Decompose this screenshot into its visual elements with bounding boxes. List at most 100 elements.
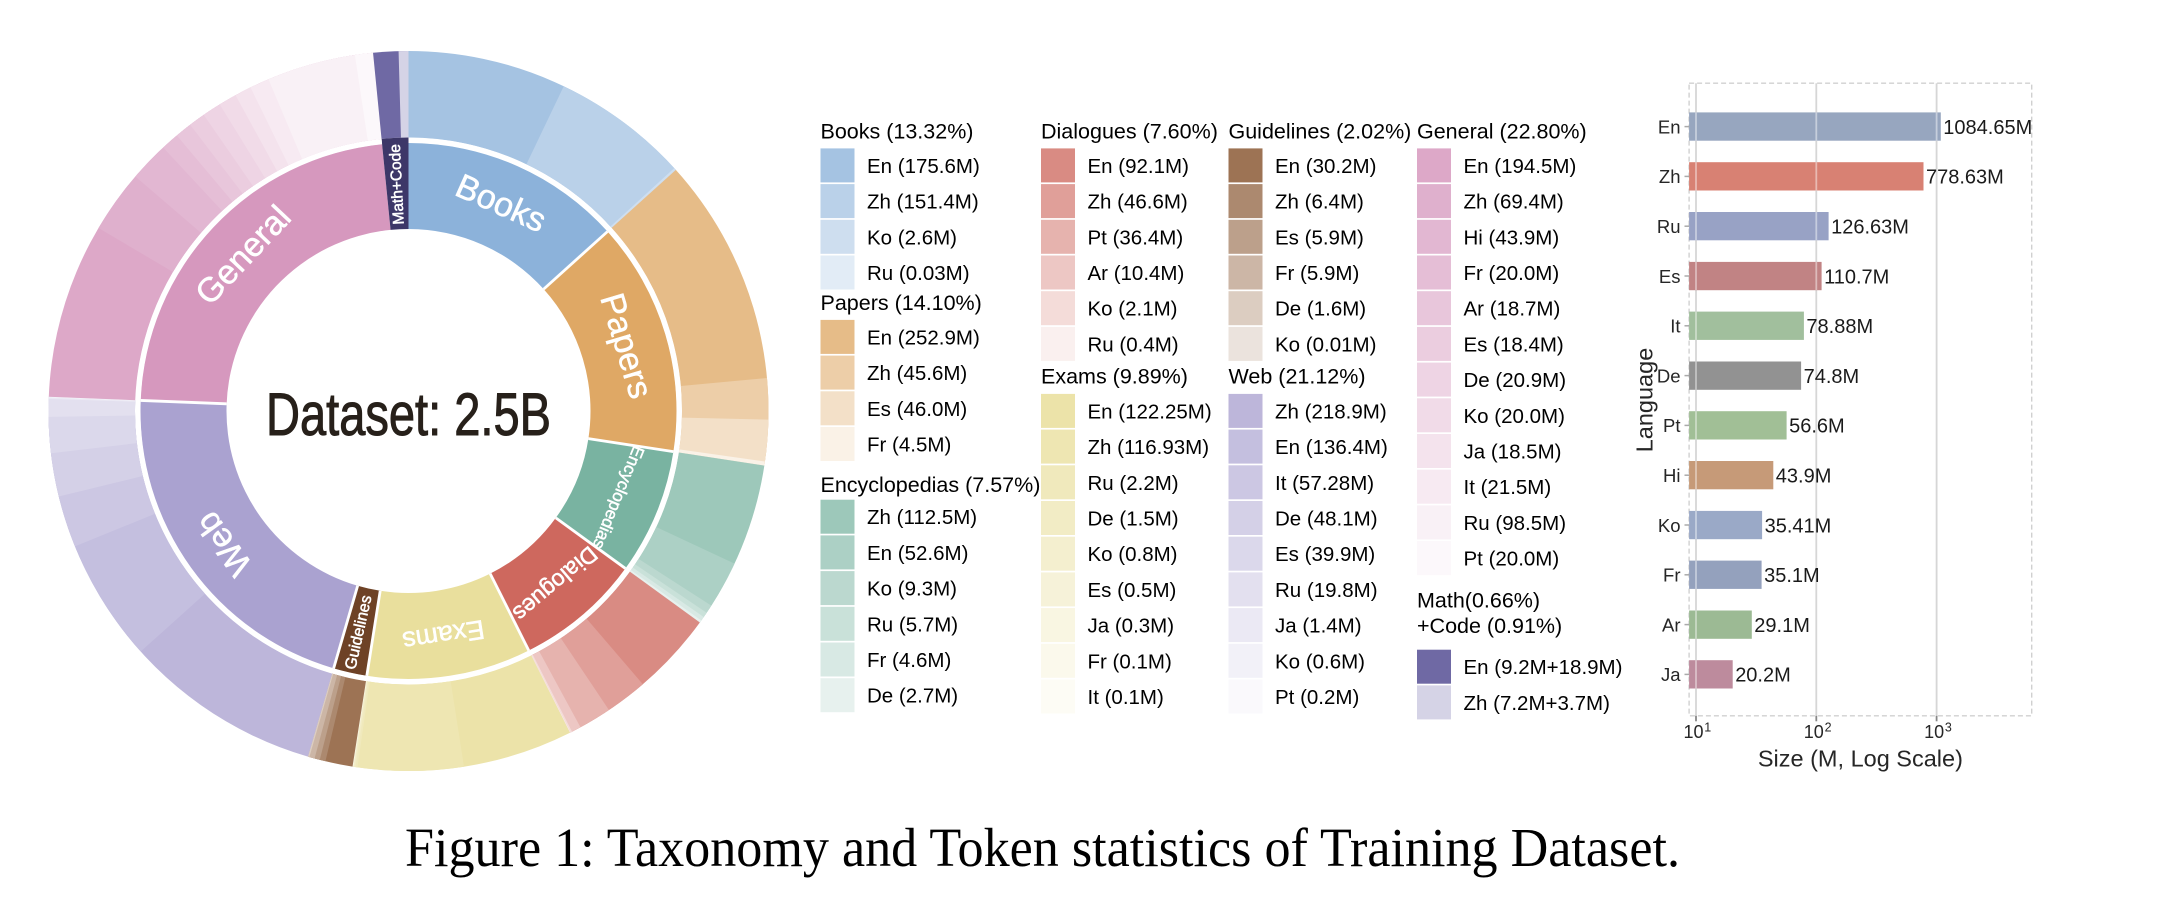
svg-text:It (57.28M): It (57.28M) xyxy=(1275,472,1374,495)
svg-text:35.41M: 35.41M xyxy=(1765,515,1832,537)
svg-text:En (252.9M): En (252.9M) xyxy=(867,326,980,349)
svg-text:Encyclopedias (7.57%): Encyclopedias (7.57%) xyxy=(821,473,1041,497)
svg-text:Pt: Pt xyxy=(1663,415,1680,436)
svg-text:Zh (45.6M): Zh (45.6M) xyxy=(867,362,967,385)
svg-text:De: De xyxy=(1657,365,1681,386)
svg-text:Ru: Ru xyxy=(1657,216,1681,237)
svg-text:Dialogues (7.60%): Dialogues (7.60%) xyxy=(1041,119,1218,143)
svg-text:Zh (7.2M+3.7M): Zh (7.2M+3.7M) xyxy=(1464,692,1610,715)
svg-text:126.63M: 126.63M xyxy=(1831,217,1909,239)
svg-text:En (122.25M): En (122.25M) xyxy=(1088,400,1212,423)
svg-text:Ja (18.5M): Ja (18.5M) xyxy=(1464,441,1562,464)
svg-text:Math(0.66%): Math(0.66%) xyxy=(1417,589,1540,613)
svg-text:Ko (2.6M): Ko (2.6M) xyxy=(867,226,957,249)
svg-text:Ko (9.3M): Ko (9.3M) xyxy=(867,578,957,601)
svg-text:Ko (20.0M): Ko (20.0M) xyxy=(1464,405,1565,428)
svg-text:Zh (69.4M): Zh (69.4M) xyxy=(1464,191,1564,214)
svg-text:Zh (116.93M): Zh (116.93M) xyxy=(1088,436,1210,459)
svg-text:It: It xyxy=(1670,316,1680,337)
svg-text:Pt (0.2M): Pt (0.2M) xyxy=(1275,686,1359,709)
svg-text:Fr (0.1M): Fr (0.1M) xyxy=(1088,650,1172,673)
svg-text:3: 3 xyxy=(1945,721,1952,735)
svg-text:De (1.6M): De (1.6M) xyxy=(1275,298,1366,321)
svg-text:10: 10 xyxy=(1924,722,1944,742)
svg-text:Zh (112.5M): Zh (112.5M) xyxy=(867,506,977,529)
svg-text:De (1.5M): De (1.5M) xyxy=(1088,508,1179,531)
svg-text:Zh (6.4M): Zh (6.4M) xyxy=(1275,191,1364,214)
svg-text:En (92.1M): En (92.1M) xyxy=(1088,155,1189,178)
svg-text:Ko (0.6M): Ko (0.6M) xyxy=(1275,650,1365,673)
svg-text:+Code (0.91%): +Code (0.91%) xyxy=(1417,614,1562,638)
svg-text:1084.65M: 1084.65M xyxy=(1943,117,2032,139)
svg-text:Es (5.9M): Es (5.9M) xyxy=(1275,226,1364,249)
svg-text:Ru (2.2M): Ru (2.2M) xyxy=(1088,472,1179,495)
svg-text:Ru (98.5M): Ru (98.5M) xyxy=(1464,512,1567,535)
svg-text:Ko: Ko xyxy=(1658,515,1681,536)
svg-text:74.8M: 74.8M xyxy=(1804,366,1860,388)
svg-text:Ko (0.01M): Ko (0.01M) xyxy=(1275,333,1376,356)
svg-text:It (0.1M): It (0.1M) xyxy=(1088,686,1164,709)
svg-text:Ja (0.3M): Ja (0.3M) xyxy=(1088,615,1175,638)
svg-text:Figure 1: Taxonomy and Token s: Figure 1: Taxonomy and Token statistics … xyxy=(405,817,1680,878)
svg-text:En (9.2M+18.9M): En (9.2M+18.9M) xyxy=(1464,656,1623,679)
svg-text:Books (13.32%): Books (13.32%) xyxy=(821,119,974,143)
svg-text:Size (M, Log Scale): Size (M, Log Scale) xyxy=(1758,745,1963,771)
svg-text:Ru (0.4M): Ru (0.4M) xyxy=(1088,333,1179,356)
svg-text:En (30.2M): En (30.2M) xyxy=(1275,155,1376,178)
svg-text:Language: Language xyxy=(1631,348,1657,453)
svg-text:Es (0.5M): Es (0.5M) xyxy=(1088,579,1177,602)
svg-text:Zh (151.4M): Zh (151.4M) xyxy=(867,191,979,214)
svg-text:En (175.6M): En (175.6M) xyxy=(867,155,980,178)
svg-text:10: 10 xyxy=(1804,722,1824,742)
svg-text:Fr (4.6M): Fr (4.6M) xyxy=(867,649,951,672)
svg-text:Fr (5.9M): Fr (5.9M) xyxy=(1275,262,1359,285)
svg-text:De (2.7M): De (2.7M) xyxy=(867,685,958,708)
svg-text:1: 1 xyxy=(1704,721,1711,735)
svg-text:Zh: Zh xyxy=(1659,166,1681,187)
svg-text:Ar (18.7M): Ar (18.7M) xyxy=(1464,298,1561,321)
svg-text:110.7M: 110.7M xyxy=(1824,266,1889,288)
svg-text:Ru (0.03M): Ru (0.03M) xyxy=(867,262,970,285)
svg-text:Exams (9.89%): Exams (9.89%) xyxy=(1041,365,1188,389)
svg-text:En: En xyxy=(1658,116,1681,137)
svg-text:35.1M: 35.1M xyxy=(1764,565,1820,587)
svg-text:Hi: Hi xyxy=(1663,465,1680,486)
svg-text:En (136.4M): En (136.4M) xyxy=(1275,436,1388,459)
svg-text:2: 2 xyxy=(1825,721,1832,735)
svg-text:Es (46.0M): Es (46.0M) xyxy=(867,398,967,421)
svg-text:En (194.5M): En (194.5M) xyxy=(1464,155,1577,178)
svg-text:Fr (4.5M): Fr (4.5M) xyxy=(867,434,951,457)
svg-text:Ar (10.4M): Ar (10.4M) xyxy=(1088,262,1185,285)
svg-text:20.2M: 20.2M xyxy=(1735,665,1791,687)
svg-text:Ja: Ja xyxy=(1661,664,1681,685)
svg-text:Ko (2.1M): Ko (2.1M) xyxy=(1088,298,1178,321)
svg-text:En (52.6M): En (52.6M) xyxy=(867,542,968,565)
svg-text:Math+Code: Math+Code xyxy=(387,144,408,225)
svg-text:10: 10 xyxy=(1683,722,1703,742)
svg-text:De (20.9M): De (20.9M) xyxy=(1464,369,1567,392)
svg-text:43.9M: 43.9M xyxy=(1776,466,1832,488)
svg-text:Es (39.9M): Es (39.9M) xyxy=(1275,543,1375,566)
svg-text:Dataset: 2.5B: Dataset: 2.5B xyxy=(266,381,551,448)
svg-text:De (48.1M): De (48.1M) xyxy=(1275,508,1378,531)
svg-text:Web (21.12%): Web (21.12%) xyxy=(1229,365,1366,389)
svg-text:Pt (36.4M): Pt (36.4M) xyxy=(1088,226,1184,249)
svg-text:Pt (20.0M): Pt (20.0M) xyxy=(1464,548,1560,571)
svg-text:Es: Es xyxy=(1659,266,1681,287)
svg-text:56.6M: 56.6M xyxy=(1789,416,1845,438)
svg-text:29.1M: 29.1M xyxy=(1754,615,1810,637)
svg-text:Hi (43.9M): Hi (43.9M) xyxy=(1464,226,1560,249)
svg-text:Fr: Fr xyxy=(1663,565,1680,586)
svg-text:Ru (5.7M): Ru (5.7M) xyxy=(867,613,958,636)
svg-text:It (21.5M): It (21.5M) xyxy=(1464,476,1552,499)
svg-text:778.63M: 778.63M xyxy=(1926,167,2004,189)
svg-text:Papers (14.10%): Papers (14.10%) xyxy=(821,291,982,315)
svg-text:Guidelines (2.02%): Guidelines (2.02%) xyxy=(1229,119,1412,143)
svg-text:Es (18.4M): Es (18.4M) xyxy=(1464,333,1564,356)
svg-text:Zh (218.9M): Zh (218.9M) xyxy=(1275,400,1387,423)
svg-text:Zh (46.6M): Zh (46.6M) xyxy=(1088,191,1188,214)
svg-text:Fr (20.0M): Fr (20.0M) xyxy=(1464,262,1560,285)
svg-text:78.88M: 78.88M xyxy=(1806,316,1873,338)
svg-text:Ko (0.8M): Ko (0.8M) xyxy=(1088,543,1178,566)
svg-text:Ja (1.4M): Ja (1.4M) xyxy=(1275,615,1362,638)
